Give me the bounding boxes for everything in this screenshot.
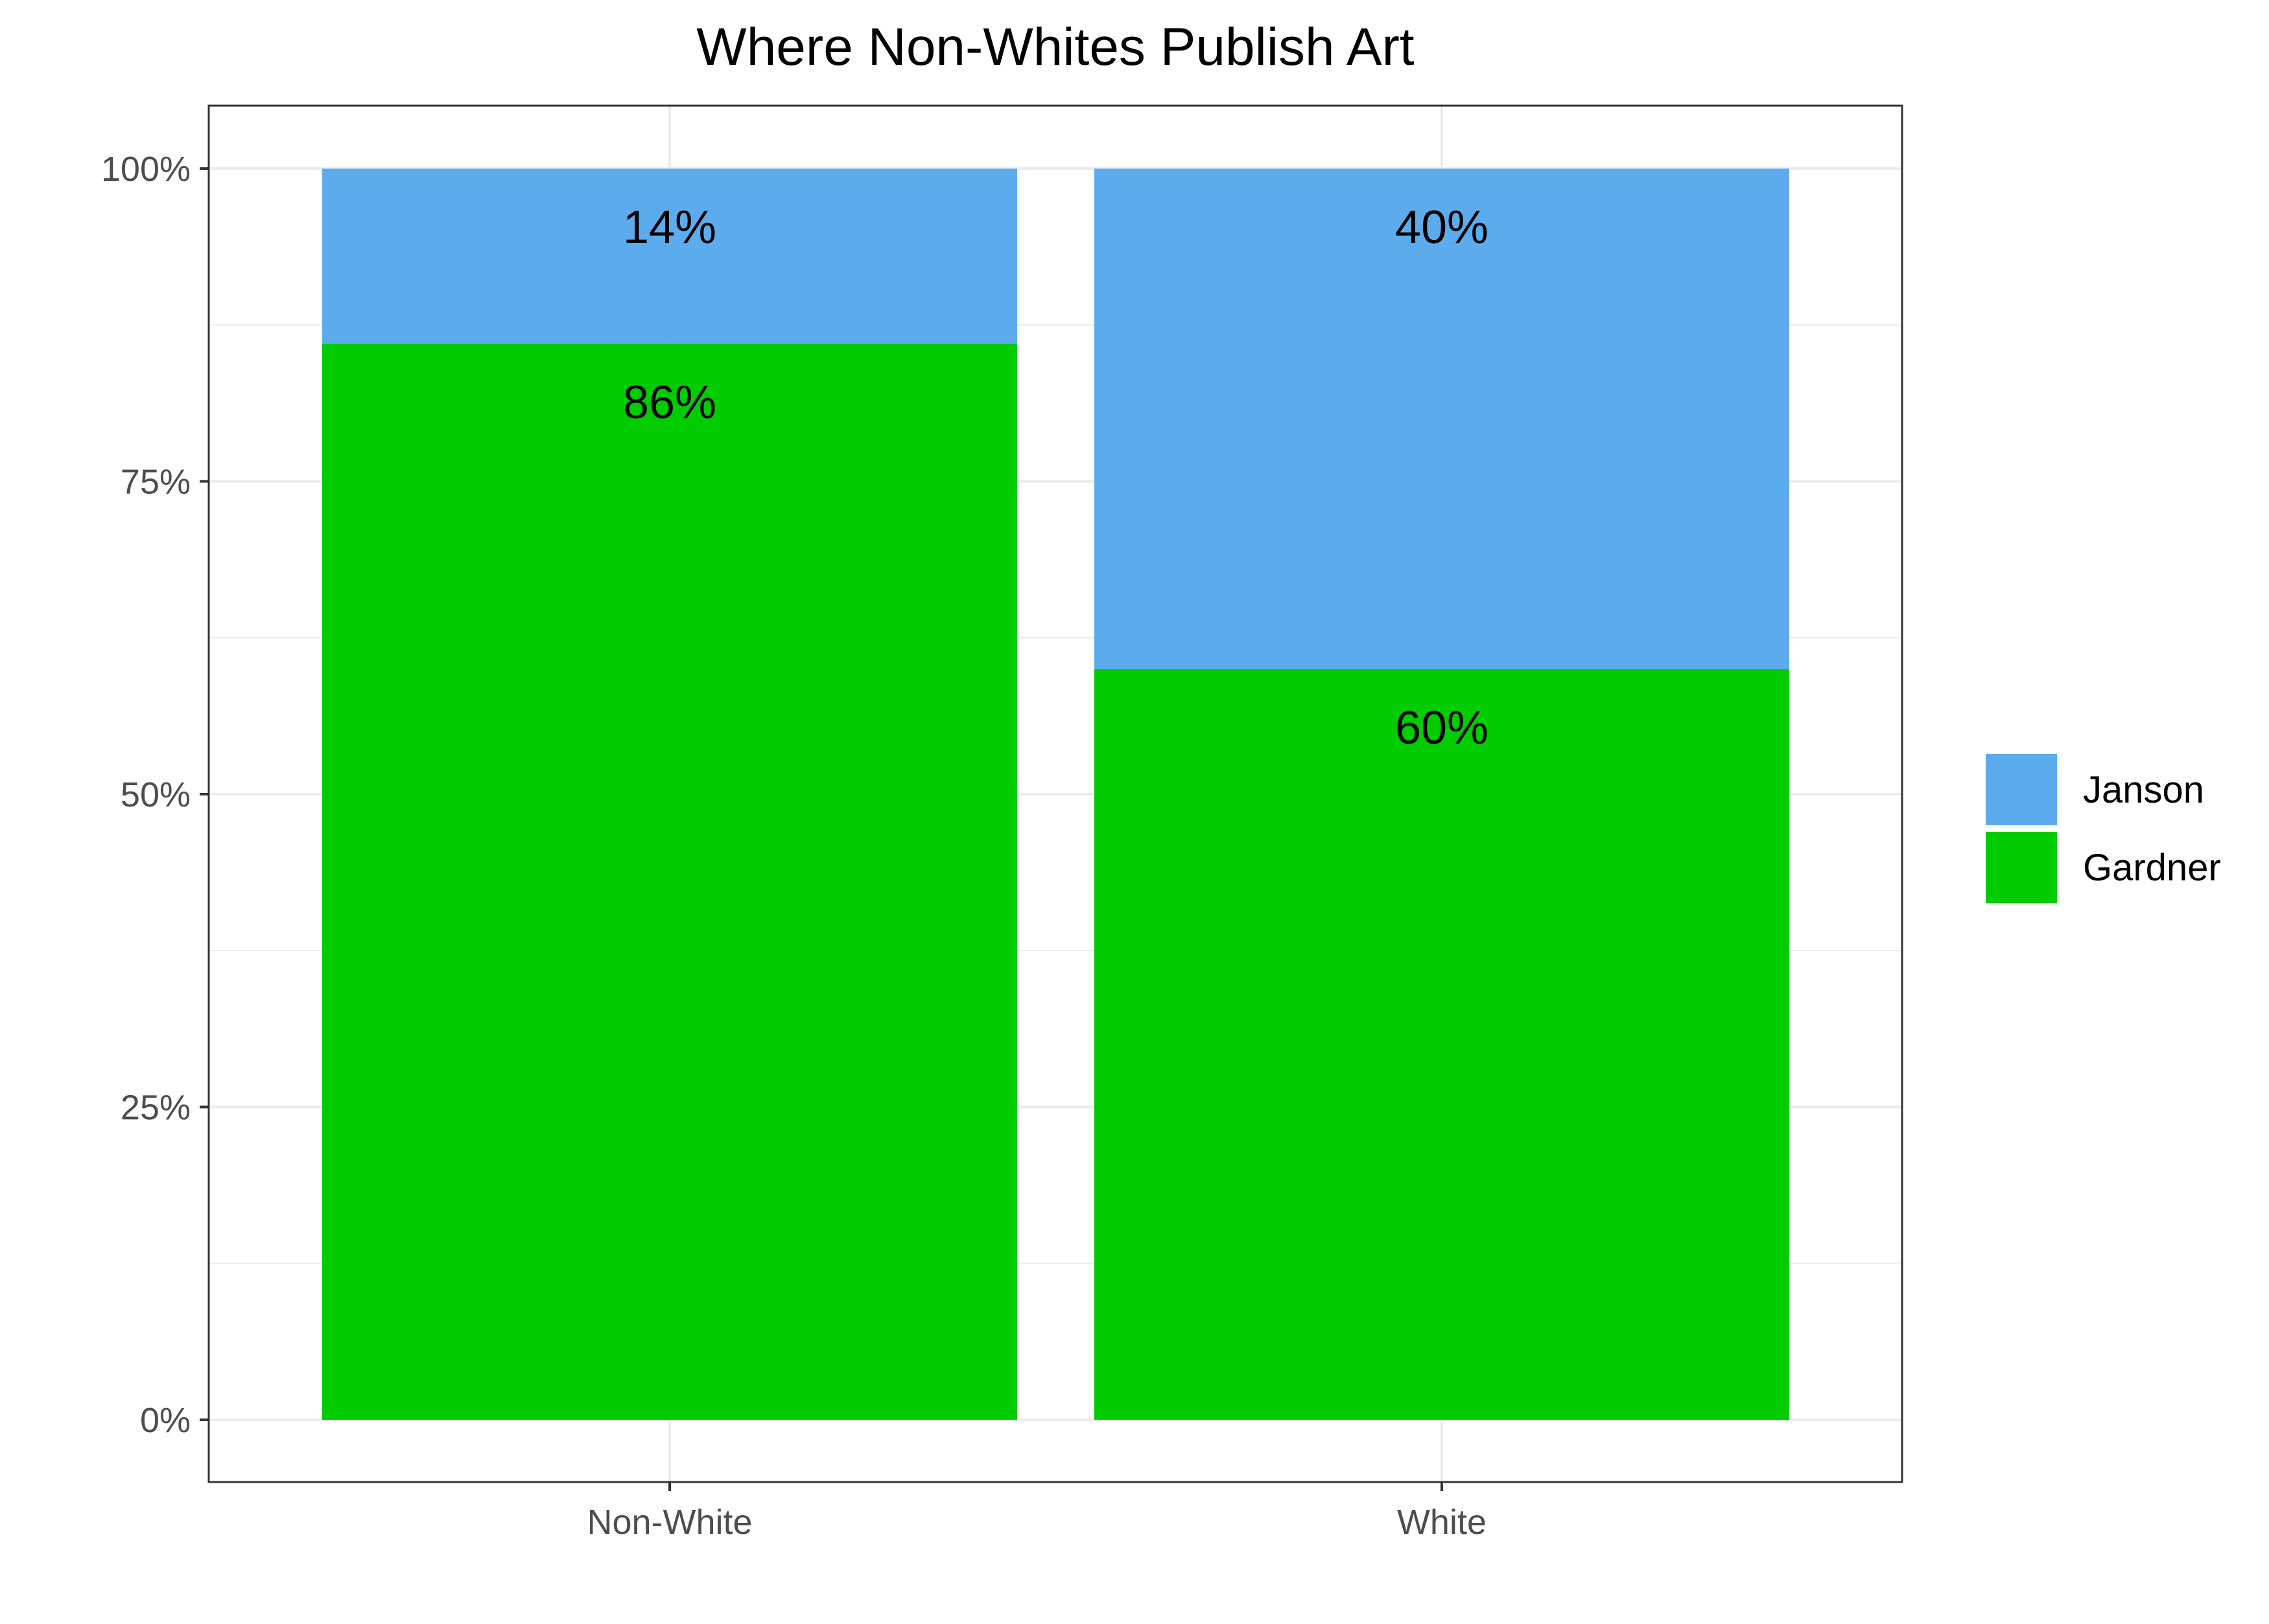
x-axis: Non-White White: [587, 1482, 1487, 1542]
y-tick-label: 75%: [121, 463, 191, 502]
bar-data-labels: 86% 14% 60% 40%: [623, 202, 1488, 754]
bar-gardner-white: [1094, 669, 1789, 1420]
chart-title: Where Non-Whites Publish Art: [696, 18, 1415, 76]
y-tick-label: 25%: [121, 1089, 191, 1127]
legend-key-gardner: [1986, 832, 2057, 903]
x-tick-label: Non-White: [587, 1503, 752, 1542]
bar-gardner-non-white: [322, 344, 1017, 1420]
legend-label-gardner: Gardner: [2083, 847, 2221, 889]
y-axis: 0% 25% 50% 75% 100%: [101, 150, 209, 1440]
bar-janson-non-white: [322, 169, 1017, 344]
x-tick-label: White: [1397, 1503, 1487, 1542]
data-label: 60%: [1395, 702, 1488, 754]
data-label: 14%: [623, 202, 716, 253]
y-tick-label: 0%: [140, 1401, 191, 1440]
data-label: 40%: [1395, 202, 1488, 253]
legend-key-janson: [1986, 754, 2057, 825]
bar-janson-white: [1094, 169, 1789, 669]
legend: Janson Gardner: [1986, 754, 2221, 903]
y-tick-label: 50%: [121, 775, 191, 814]
y-tick-label: 100%: [101, 150, 191, 189]
bar-stacks: [322, 169, 1789, 1420]
data-label: 86%: [623, 377, 716, 429]
legend-label-janson: Janson: [2083, 769, 2204, 811]
